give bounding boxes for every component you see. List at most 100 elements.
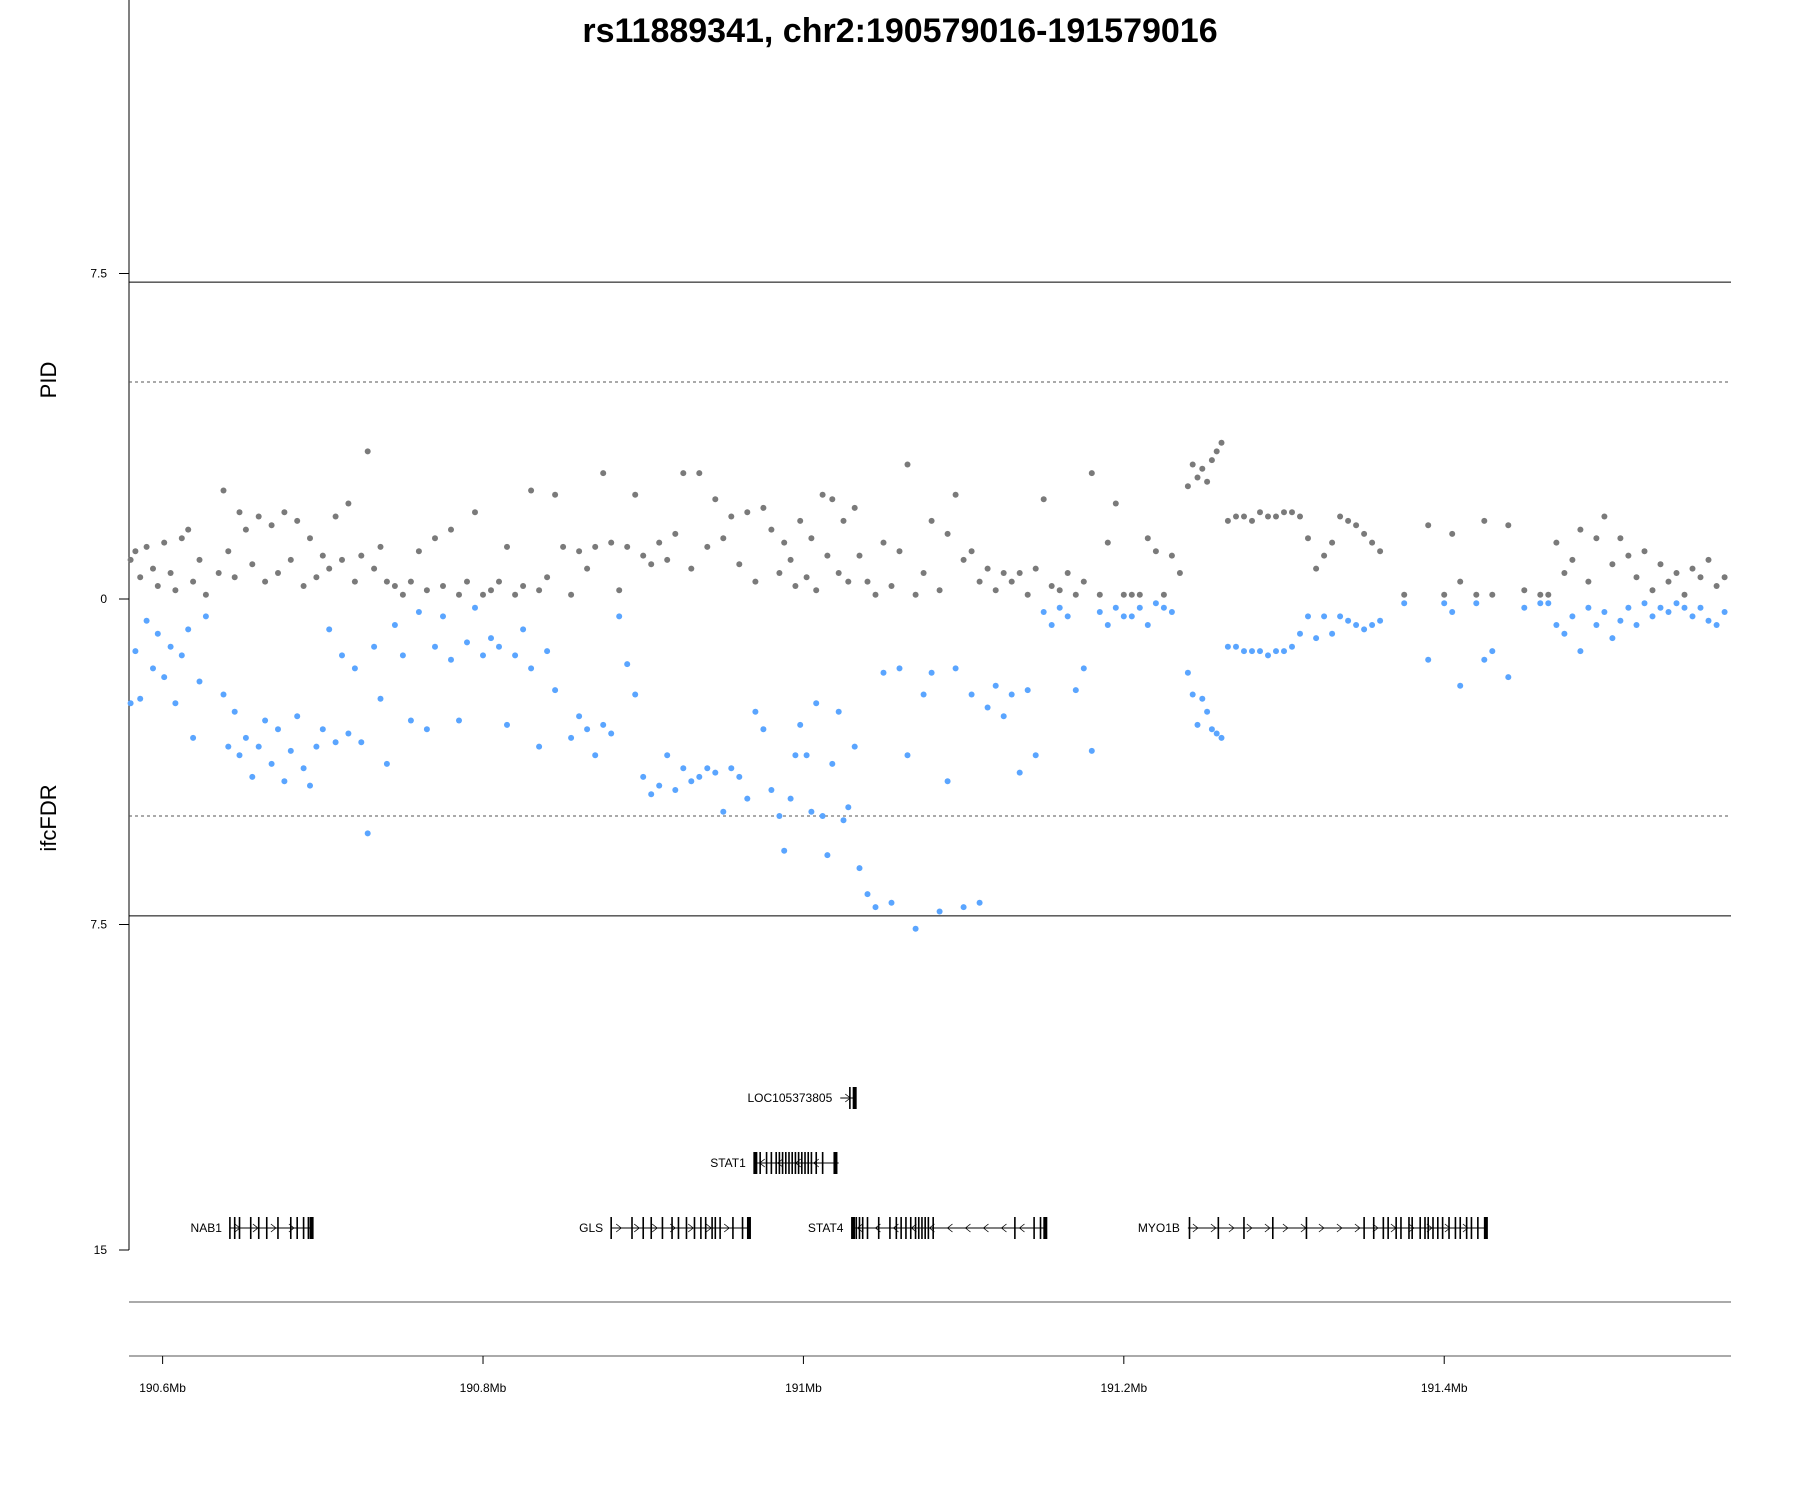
pid-point — [294, 517, 301, 524]
pid-point — [364, 448, 371, 455]
ifcfdr-point — [1194, 721, 1201, 728]
pid-point — [371, 565, 378, 572]
ifcfdr-point — [1213, 730, 1220, 737]
pid-point — [496, 578, 502, 585]
pid-point — [1537, 591, 1544, 598]
y-axis-label-ifcfdr: ifcFDR — [36, 784, 61, 851]
gene-label: MYO1B — [1138, 1221, 1180, 1235]
exon — [714, 1217, 717, 1239]
ifcfdr-point — [1120, 613, 1127, 620]
exon — [833, 1152, 838, 1174]
pid-point — [797, 517, 804, 524]
exon — [685, 1217, 688, 1239]
pid-point — [1649, 587, 1656, 594]
pid-point — [1000, 570, 1007, 576]
exon — [770, 1152, 773, 1174]
gene-gls: GLS — [579, 1217, 751, 1239]
ifcfdr-point — [1697, 604, 1704, 611]
exon — [815, 1152, 818, 1174]
pid-point — [391, 583, 398, 589]
ifcfdr-point — [1056, 604, 1063, 611]
pid-point — [1705, 556, 1712, 563]
exon — [1411, 1217, 1413, 1239]
exon — [1427, 1217, 1429, 1239]
ifcfdr-point — [1329, 630, 1336, 637]
y-axis-label-pid: PID — [36, 362, 61, 399]
exon — [917, 1217, 920, 1239]
pid-point — [377, 543, 384, 550]
ifcfdr-point — [391, 622, 398, 628]
ifcfdr-point — [351, 665, 358, 672]
pid-point — [255, 513, 262, 520]
ifcfdr-point — [1112, 604, 1119, 611]
pid-point — [592, 543, 599, 550]
ifcfdr-point — [768, 787, 775, 793]
pid-point — [1577, 526, 1584, 533]
pid-point — [268, 522, 275, 529]
ifcfdr-point — [1561, 630, 1568, 637]
ifcfdr-point — [576, 713, 583, 720]
pid-point — [1218, 439, 1225, 446]
ifcfdr-point — [287, 747, 294, 754]
exon — [307, 1217, 310, 1239]
ifcfdr-point — [249, 773, 256, 780]
strand-arrow — [615, 1223, 622, 1233]
exon — [704, 1217, 707, 1239]
exon — [671, 1217, 673, 1239]
ifcfdr-point — [1401, 600, 1408, 607]
pid-point — [1265, 513, 1271, 520]
exon — [1419, 1217, 1421, 1239]
exon — [732, 1217, 734, 1239]
ifcfdr-point — [776, 813, 783, 819]
pid-point — [712, 496, 719, 503]
pid-point — [1553, 539, 1560, 546]
pid-point — [728, 513, 735, 520]
ifcfdr-point — [880, 669, 887, 676]
ifcfdr-point — [536, 743, 543, 750]
pid-point — [132, 548, 139, 555]
ifcfdr-point — [1281, 648, 1287, 655]
gene-label: GLS — [579, 1221, 603, 1235]
ifcfdr-point — [1353, 622, 1360, 628]
pid-point — [1545, 591, 1552, 598]
strand-arrow — [1264, 1223, 1271, 1233]
pid-point — [1080, 578, 1087, 585]
pid-point — [423, 587, 430, 594]
x-tick-label: 191.2Mb — [1100, 1381, 1147, 1395]
pid-point — [1609, 561, 1616, 568]
pid-point — [1721, 574, 1728, 581]
ifcfdr-point — [624, 661, 631, 668]
pid-point — [944, 530, 951, 537]
ifcfdr-point — [332, 739, 339, 746]
pid-point — [1016, 570, 1023, 576]
pid-point — [161, 539, 168, 546]
pid-point — [904, 461, 911, 468]
ifcfdr-point — [1505, 674, 1512, 681]
ifcfdr-point — [1633, 622, 1640, 628]
ifcfdr-point — [936, 908, 943, 915]
ifcfdr-point — [1048, 622, 1055, 628]
exon — [781, 1152, 784, 1174]
exon — [759, 1152, 761, 1174]
pid-point — [1633, 574, 1640, 581]
pid-point — [1241, 513, 1247, 520]
exon — [877, 1217, 880, 1239]
ifcfdr-point — [1473, 600, 1480, 607]
pid-point — [560, 543, 567, 550]
strand-arrow — [1354, 1223, 1361, 1233]
pid-point — [275, 570, 281, 576]
pid-point — [1281, 509, 1287, 516]
pid-point — [488, 587, 494, 594]
threshold-lines — [129, 281, 1731, 917]
ifcfdr-point — [1204, 708, 1211, 715]
ifcfdr-point — [600, 721, 607, 728]
ifcfdr-point — [920, 691, 927, 698]
ifcfdr-point — [1024, 687, 1031, 694]
axes-layer: 157.507.515 — [90, 0, 130, 1257]
pid-point — [351, 578, 358, 585]
pid-point — [1689, 565, 1696, 572]
pid-point — [1369, 539, 1376, 546]
pid-point — [1204, 478, 1211, 485]
pid-point — [632, 491, 639, 498]
